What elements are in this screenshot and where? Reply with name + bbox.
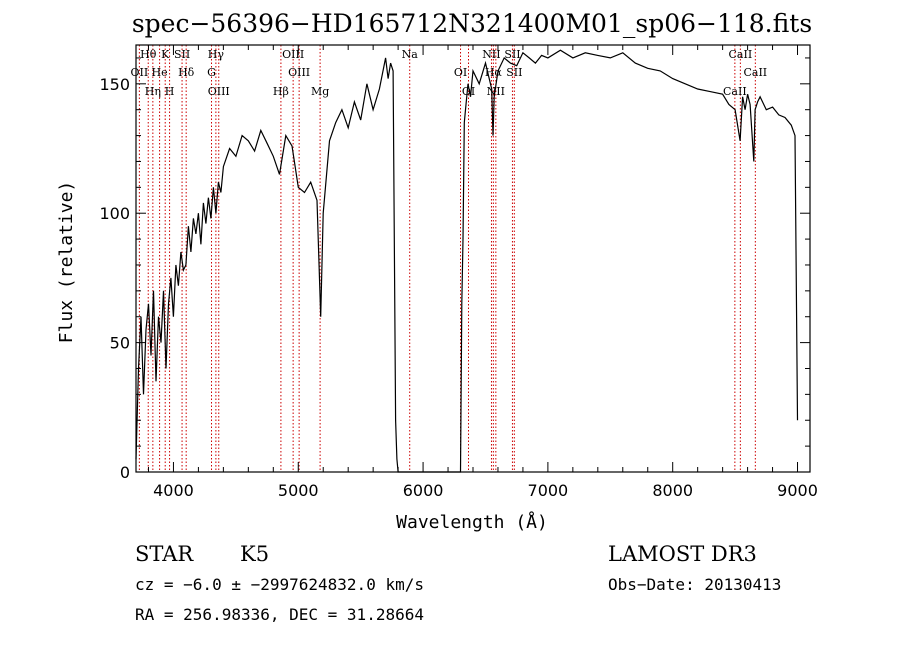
spectral-line-label: Hη bbox=[145, 85, 161, 98]
spectral-line-label: He bbox=[152, 66, 168, 79]
spectral-line-labels: HθOIIHηKHeHSIIHδOIIIHγGHβOIIIOIIIMgNaOIO… bbox=[131, 48, 768, 98]
spectral-line-label: K bbox=[161, 48, 170, 61]
y-tick-label: 150 bbox=[99, 75, 130, 94]
x-tick-label: 4000 bbox=[153, 481, 194, 500]
spectral-line-label: Hγ bbox=[208, 48, 225, 61]
spectral-line-label: Mg bbox=[311, 85, 329, 98]
y-tick-label: 50 bbox=[110, 334, 130, 353]
survey-name: LAMOST DR3 bbox=[608, 542, 757, 566]
y-axis-label: Flux (relative) bbox=[56, 181, 77, 344]
x-tick-label: 5000 bbox=[278, 481, 319, 500]
spectral-line-label: Hα bbox=[485, 66, 503, 79]
spectral-line-label: CaII bbox=[723, 85, 747, 98]
spectral-line-label: SII bbox=[504, 48, 520, 61]
spectral-line-markers bbox=[138, 45, 756, 472]
object-subclass: K5 bbox=[240, 542, 270, 566]
spectral-line-label: NII bbox=[482, 48, 500, 61]
spectral-line-label: OIII bbox=[208, 85, 230, 98]
x-tick-label: 9000 bbox=[777, 481, 818, 500]
spectral-line-label: SII bbox=[506, 66, 522, 79]
x-tick-label: 7000 bbox=[528, 481, 569, 500]
x-tick-label: 6000 bbox=[403, 481, 444, 500]
spectral-line-label: CaII bbox=[729, 48, 753, 61]
spectral-line-label: SII bbox=[174, 48, 190, 61]
axis-ticks: 4000 5000 6000 7000 8000 9000 0 50 100 150 bbox=[99, 45, 818, 500]
plot-frame bbox=[135, 44, 811, 473]
spectral-line-label: Na bbox=[402, 48, 419, 61]
x-axis-label: Wavelength (Å) bbox=[396, 511, 548, 533]
x-tick-label: 8000 bbox=[652, 481, 693, 500]
spectral-line-label: H bbox=[165, 85, 175, 98]
coordinates: RA = 256.98336, DEC = 31.28664 bbox=[135, 605, 424, 624]
object-class: STAR bbox=[135, 542, 194, 566]
y-tick-label: 0 bbox=[120, 463, 130, 482]
spectral-line-label: CaII bbox=[743, 66, 767, 79]
spectrum-line bbox=[135, 49, 799, 473]
chart-title: spec−56396−HD165712N321400M01_sp06−118.f… bbox=[132, 9, 812, 38]
spectral-line-label: Hθ bbox=[140, 48, 157, 61]
spectral-line-label: OI bbox=[454, 66, 467, 79]
spectral-line-label: OII bbox=[131, 66, 149, 79]
redshift-readout: cz = −6.0 ± −2997624832.0 km/s bbox=[135, 575, 424, 594]
spectral-line-label: Hβ bbox=[273, 85, 289, 98]
spectral-line-label: Hδ bbox=[178, 66, 195, 79]
y-tick-label: 100 bbox=[99, 204, 130, 223]
spectral-line-label: OIII bbox=[288, 66, 310, 79]
spectral-line-label: G bbox=[207, 66, 216, 79]
spectral-line-label: OIII bbox=[282, 48, 304, 61]
obs-date: Obs−Date: 20130413 bbox=[608, 575, 782, 594]
